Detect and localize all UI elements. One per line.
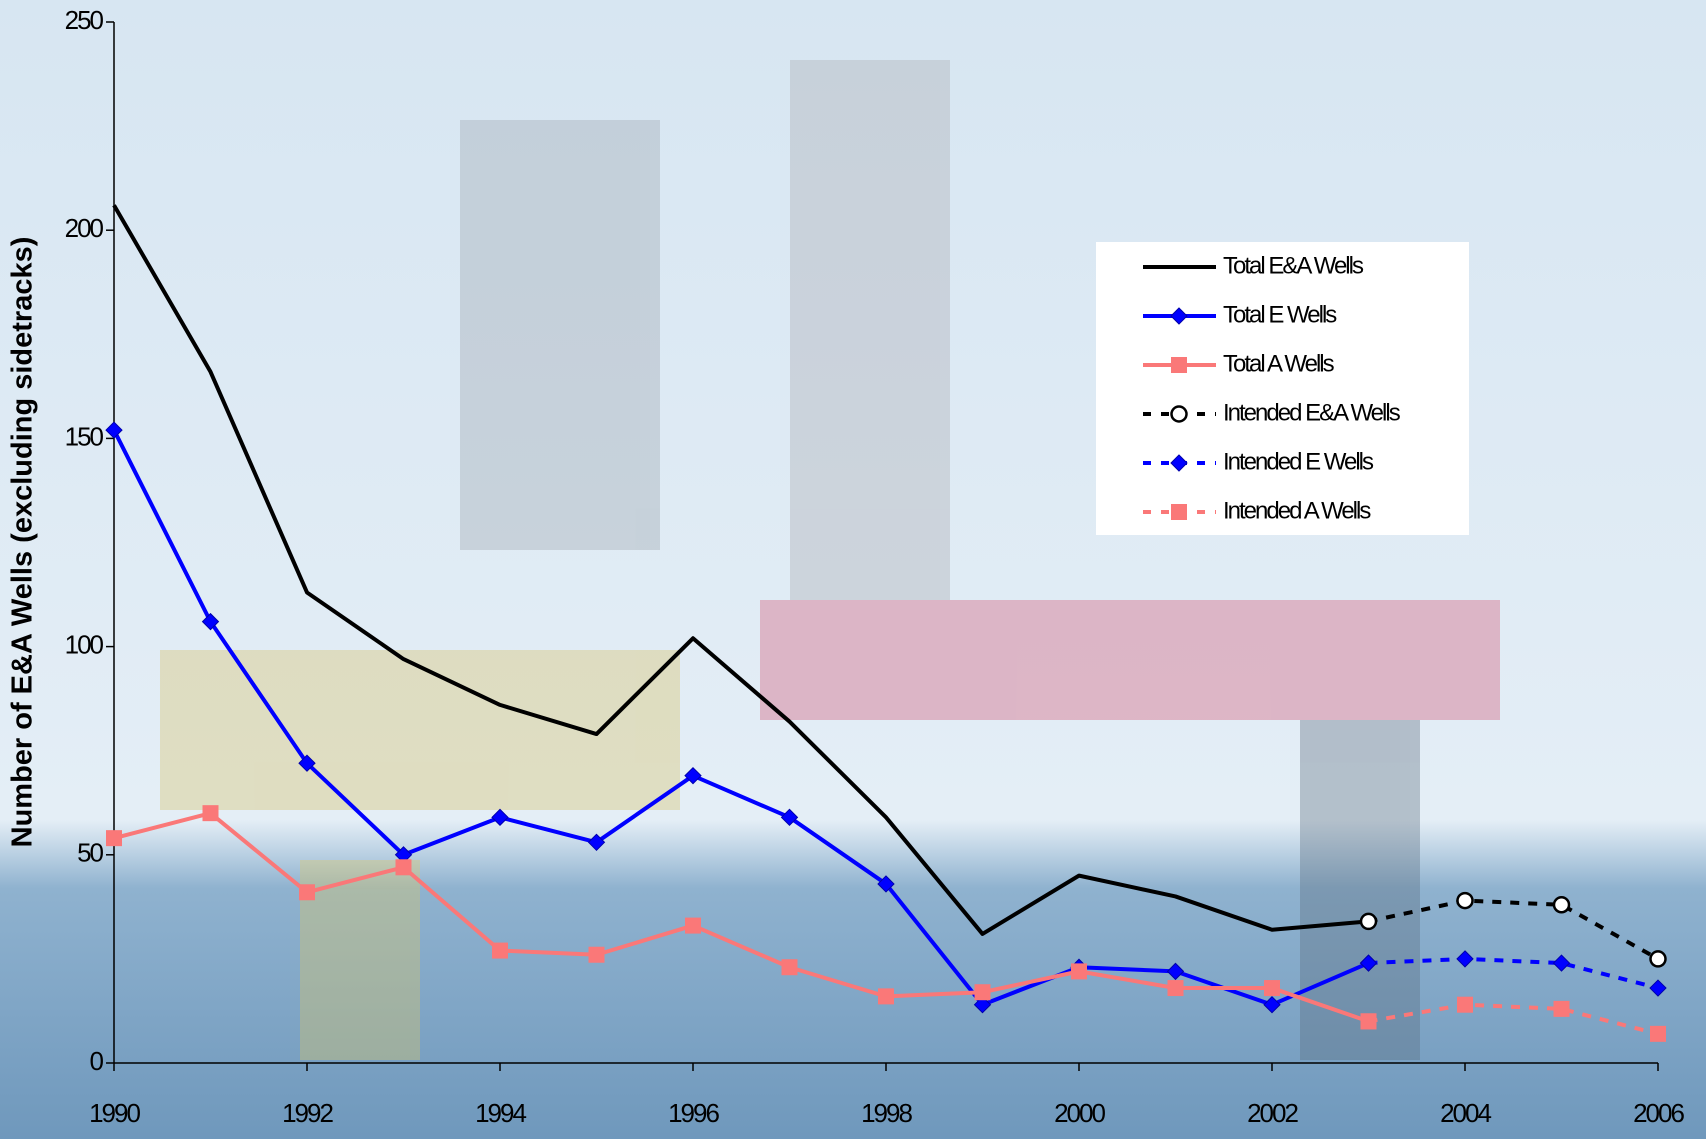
series-line: [113, 811, 1370, 1024]
legend-marker: [1170, 405, 1188, 423]
data-point: [1552, 896, 1571, 914]
data-point: [1264, 980, 1280, 997]
x-tick-label: 2000: [1054, 1098, 1105, 1128]
data-point: [973, 995, 992, 1014]
x-tick-label: 1994: [475, 1098, 526, 1128]
legend-label: Intended A Wells: [1223, 497, 1371, 524]
x-tick-label: 1992: [282, 1098, 333, 1128]
legend-marker: [1171, 357, 1187, 373]
legend-label: Total E&A Wells: [1223, 252, 1364, 279]
data-point: [1650, 1025, 1666, 1042]
data-point: [587, 833, 606, 852]
data-point: [202, 805, 219, 822]
data-point: [1457, 996, 1473, 1013]
data-point: [1360, 1013, 1377, 1030]
data-point: [877, 875, 895, 893]
x-tick-label: 2002: [1247, 1098, 1298, 1128]
data-point: [105, 421, 123, 439]
data-point: [1649, 979, 1667, 997]
data-point: [395, 859, 412, 876]
data-point: [1552, 954, 1571, 972]
y-tick-label: 150: [65, 421, 104, 451]
data-point: [1263, 995, 1281, 1014]
y-tick-label: 0: [90, 1046, 104, 1076]
data-point: [1456, 950, 1474, 968]
data-point: [1359, 954, 1378, 972]
legend-label: Intended E&A Wells: [1223, 399, 1401, 426]
legend: Total E&A Wells Total E Wells Total A Well…: [1096, 242, 1469, 535]
data-point: [201, 612, 220, 631]
legend-marker: [1170, 307, 1188, 325]
data-point: [299, 884, 315, 901]
data-point: [1359, 912, 1378, 931]
data-point: [1166, 962, 1185, 981]
series-line: [112, 204, 1369, 936]
x-tick-label: 1998: [861, 1098, 912, 1128]
y-tick-label: 100: [65, 629, 104, 659]
legend-box: [1096, 242, 1469, 535]
data-point: [491, 808, 509, 827]
data-point: [974, 984, 991, 1001]
data-point: [1167, 980, 1184, 997]
data-point: [1071, 963, 1087, 980]
y-axis-label: Number of E&A Wells (excluding sidetrack…: [7, 237, 39, 848]
data-point: [588, 946, 605, 963]
series-line: [1368, 956, 1659, 990]
series-line: [112, 429, 1370, 1007]
x-tick-label: 1996: [668, 1098, 719, 1128]
rig-silhouette: [160, 60, 1500, 1060]
series-line: [1368, 1002, 1659, 1036]
data-point: [1456, 891, 1474, 910]
data-point: [298, 754, 316, 772]
y-tick-label: 250: [65, 5, 104, 35]
legend-label: Intended E Wells: [1223, 448, 1374, 475]
data-point: [1649, 950, 1667, 968]
series-line: [1368, 898, 1659, 961]
data-point: [1553, 1000, 1570, 1017]
data-point: [780, 808, 799, 827]
legend-label: Total E Wells: [1223, 301, 1337, 328]
data-point: [781, 959, 798, 976]
data-point: [106, 830, 122, 847]
y-tick-label: 200: [65, 213, 104, 243]
data-point: [492, 942, 508, 959]
data-point: [878, 988, 894, 1005]
data-point: [684, 766, 702, 785]
data-point: [685, 917, 701, 934]
x-tick-label: 2006: [1633, 1098, 1684, 1128]
legend-label: Total A Wells: [1223, 350, 1335, 377]
x-tick-label: 1990: [89, 1098, 140, 1128]
x-tick-label: 2004: [1440, 1098, 1491, 1128]
legend-marker: [1170, 454, 1188, 472]
y-tick-label: 50: [77, 838, 103, 868]
legend-marker: [1171, 504, 1187, 520]
